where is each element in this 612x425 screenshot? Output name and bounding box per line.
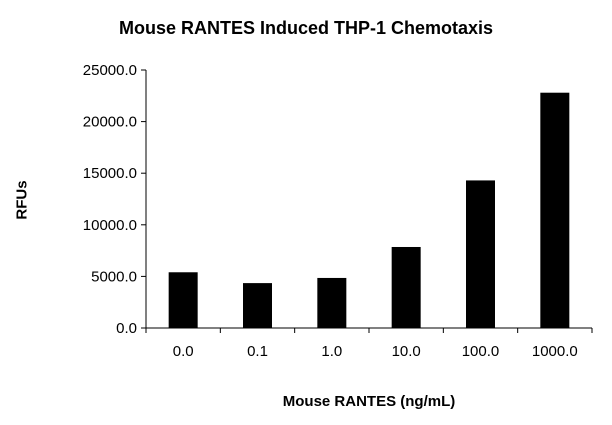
y-tick-label: 20000.0 xyxy=(83,114,137,131)
bar-3 xyxy=(317,277,347,328)
y-tick-label: 5000.0 xyxy=(91,268,137,285)
x-tick-label: 100.0 xyxy=(462,343,500,360)
y-tick-label: 25000.0 xyxy=(83,62,137,79)
x-tick-label: 1.0 xyxy=(321,343,342,360)
bar-6 xyxy=(540,92,570,328)
x-tick-label: 1000.0 xyxy=(532,343,578,360)
y-tick-label: 0.0 xyxy=(116,320,137,337)
x-tick-label: 0.0 xyxy=(173,343,194,360)
x-axis-label: Mouse RANTES (ng/mL) xyxy=(282,393,456,410)
bars xyxy=(168,92,570,328)
bar-5 xyxy=(466,180,495,328)
chart-title: Mouse RANTES Induced THP-1 Chemotaxis xyxy=(118,18,494,38)
x-tick-label: 10.0 xyxy=(392,343,421,360)
bar-4 xyxy=(391,246,421,328)
x-tick-label: 0.1 xyxy=(247,343,268,360)
bar-2 xyxy=(243,283,272,328)
y-tick-label: 10000.0 xyxy=(83,217,137,234)
y-tick-label: 15000.0 xyxy=(83,165,137,182)
bar-1 xyxy=(168,272,198,328)
x-axis: 0.0 0.1 1.0 10.0 100.0 1000.0 xyxy=(145,327,593,360)
y-axis: 0.0 5000.0 10000.0 15000.0 20000.0 25000.0 xyxy=(83,62,147,337)
